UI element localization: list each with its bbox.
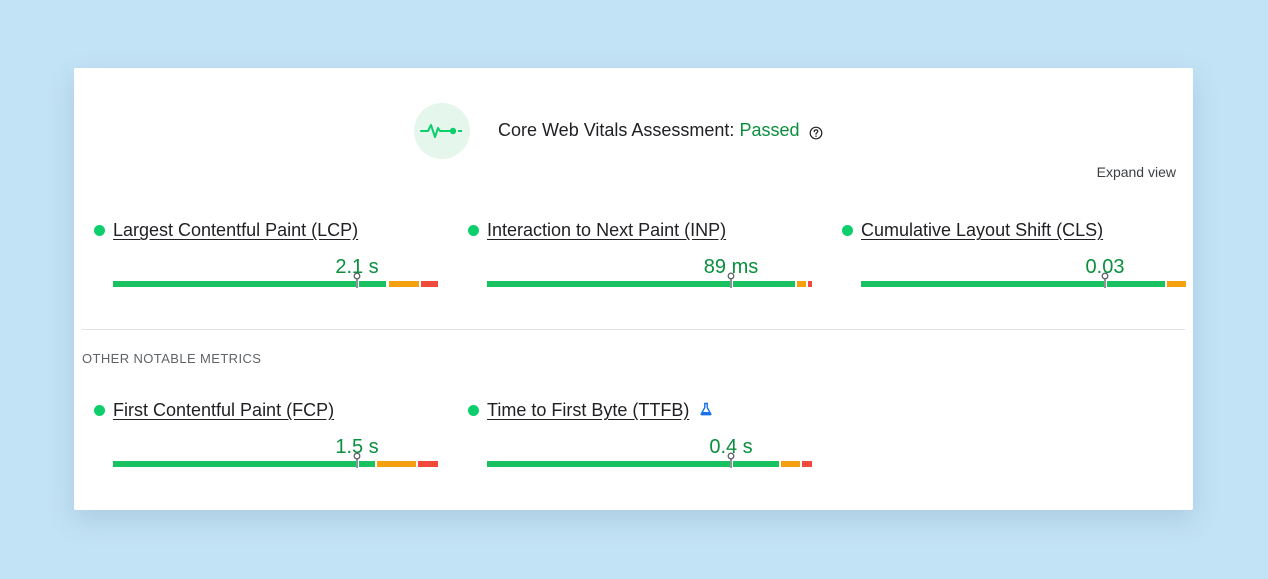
distribution-bar (487, 452, 812, 468)
assessment-title: Core Web Vitals Assessment: Passed (498, 120, 823, 141)
pulse-icon (414, 103, 470, 159)
bar-segment-red (421, 281, 438, 287)
status-dot-icon (94, 225, 105, 236)
bar-segment-green (487, 461, 730, 467)
status-dot-icon (468, 225, 479, 236)
metric-value: 0.03 (1085, 256, 1125, 278)
bar-segment-orange (389, 281, 419, 287)
help-circle-icon[interactable] (809, 124, 823, 139)
marker-pin-icon (353, 272, 361, 288)
bar-segment-orange (377, 461, 416, 467)
marker-pin-icon (1101, 272, 1109, 288)
bar-segment-green (733, 461, 779, 467)
bar-segment-red (418, 461, 438, 467)
core-web-vitals-card: Core Web Vitals Assessment: Passed Expan… (74, 68, 1193, 510)
distribution-bar (113, 272, 438, 288)
bar-segment-green (733, 281, 795, 287)
metric-value: 1.5 s (335, 436, 379, 458)
marker-pin-icon (353, 452, 361, 468)
metric-block: Interaction to Next Paint (INP) 89 ms (448, 220, 812, 300)
metric-block: Largest Contentful Paint (LCP) 2.1 s (74, 220, 438, 300)
metric-value: 0.4 s (709, 436, 753, 458)
bar-segment-green (1107, 281, 1165, 287)
metric-name-link[interactable]: Interaction to Next Paint (INP) (487, 220, 727, 240)
status-dot-icon (468, 405, 479, 416)
expand-view-link[interactable]: Expand view (1096, 164, 1176, 180)
flask-icon (699, 402, 713, 416)
marker-pin-icon (727, 272, 735, 288)
metric-name-link[interactable]: Cumulative Layout Shift (CLS) (861, 220, 1104, 240)
metric-name-link[interactable]: Time to First Byte (TTFB) (487, 400, 690, 420)
distribution-bar (861, 272, 1186, 288)
bar-segment-green (359, 461, 375, 467)
section-divider (82, 329, 1185, 330)
assessment-status: Passed (739, 120, 800, 140)
bar-segment-red (802, 461, 812, 467)
bar-segment-green (113, 461, 356, 467)
bar-segment-orange (1167, 281, 1186, 287)
distribution-bar (487, 272, 812, 288)
bar-segment-green (861, 281, 1104, 287)
metric-value: 2.1 s (335, 256, 379, 278)
bar-segment-orange (797, 281, 806, 287)
bar-segment-green (487, 281, 730, 287)
status-dot-icon (94, 405, 105, 416)
other-metrics-heading: OTHER NOTABLE METRICS (82, 351, 262, 366)
bar-segment-green (359, 281, 386, 287)
metric-block: First Contentful Paint (FCP) 1.5 s (74, 400, 438, 480)
metric-block: Time to First Byte (TTFB) 0.4 s (448, 400, 812, 480)
metric-block: Cumulative Layout Shift (CLS) 0.03 (822, 220, 1186, 300)
bar-segment-orange (781, 461, 800, 467)
bar-segment-red (808, 281, 812, 287)
metric-name-link[interactable]: Largest Contentful Paint (LCP) (113, 220, 359, 240)
distribution-bar (113, 452, 438, 468)
assessment-label: Core Web Vitals Assessment: (498, 120, 735, 140)
marker-pin-icon (727, 452, 735, 468)
metric-name-link[interactable]: First Contentful Paint (FCP) (113, 400, 335, 420)
bar-segment-green (113, 281, 356, 287)
status-dot-icon (842, 225, 853, 236)
metric-value: 89 ms (703, 256, 759, 278)
